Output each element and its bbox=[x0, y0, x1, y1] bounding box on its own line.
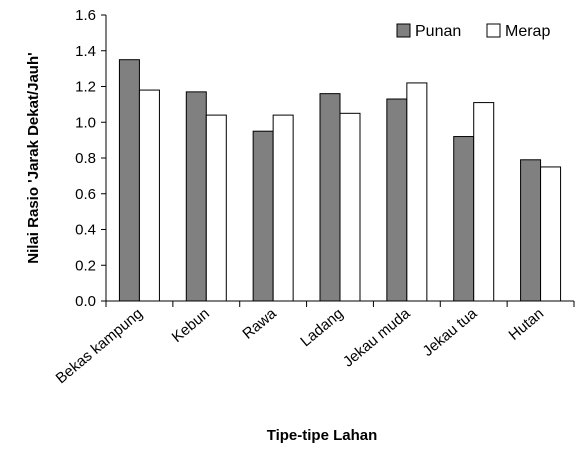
x-tick-label: Jekau tua bbox=[420, 305, 481, 360]
bar-merap bbox=[272, 114, 294, 302]
bar-merap bbox=[406, 82, 428, 302]
bar-merap bbox=[473, 102, 495, 302]
x-tick-label: Bekas kampung bbox=[53, 305, 146, 387]
x-tick-label: Hutan bbox=[506, 305, 548, 344]
bar-punan bbox=[252, 130, 274, 302]
bar-punan bbox=[185, 91, 207, 302]
bar-punan bbox=[319, 93, 341, 302]
x-axis-title: Tipe-tipe Lahan bbox=[267, 427, 378, 444]
y-tick-label: 0.2 bbox=[75, 257, 96, 274]
x-tick-label: Ladang bbox=[297, 305, 346, 350]
bar-merap bbox=[205, 114, 227, 302]
bars-group bbox=[118, 59, 562, 302]
y-axis-title: Nilai Rasio 'Jarak Dekat/Jauh' bbox=[25, 52, 42, 263]
x-tick-label: Rawa bbox=[239, 305, 280, 343]
legend: Punan Merap bbox=[396, 23, 550, 40]
bar-merap bbox=[138, 89, 160, 302]
y-ticks-group: 0.0 0.2 0.4 0.6 0.8 1.0 1.2 1.4 1.6 bbox=[75, 7, 106, 310]
y-tick-label: 0.6 bbox=[75, 186, 96, 203]
legend-swatch-punan bbox=[396, 23, 411, 38]
bar-punan bbox=[520, 159, 542, 302]
x-tick-label: Jekau muda bbox=[340, 305, 414, 371]
bar-merap bbox=[540, 166, 562, 302]
legend-label-punan: Punan bbox=[415, 23, 461, 40]
y-tick-label: 0.8 bbox=[75, 150, 96, 167]
bar-punan bbox=[118, 59, 140, 302]
y-tick-label: 0.4 bbox=[75, 222, 96, 239]
y-tick-label: 1.2 bbox=[75, 79, 96, 96]
bar-merap bbox=[339, 112, 361, 302]
x-tick-label: Kebun bbox=[169, 305, 213, 346]
bar-punan bbox=[386, 98, 408, 302]
y-tick-label: 1.6 bbox=[75, 7, 96, 24]
legend-swatch-merap bbox=[486, 23, 501, 38]
y-tick-label: 1.4 bbox=[75, 43, 96, 60]
bar-punan bbox=[453, 136, 475, 302]
y-tick-label: 1.0 bbox=[75, 114, 96, 131]
legend-label-merap: Merap bbox=[505, 23, 550, 40]
y-tick-label: 0.0 bbox=[75, 293, 96, 310]
